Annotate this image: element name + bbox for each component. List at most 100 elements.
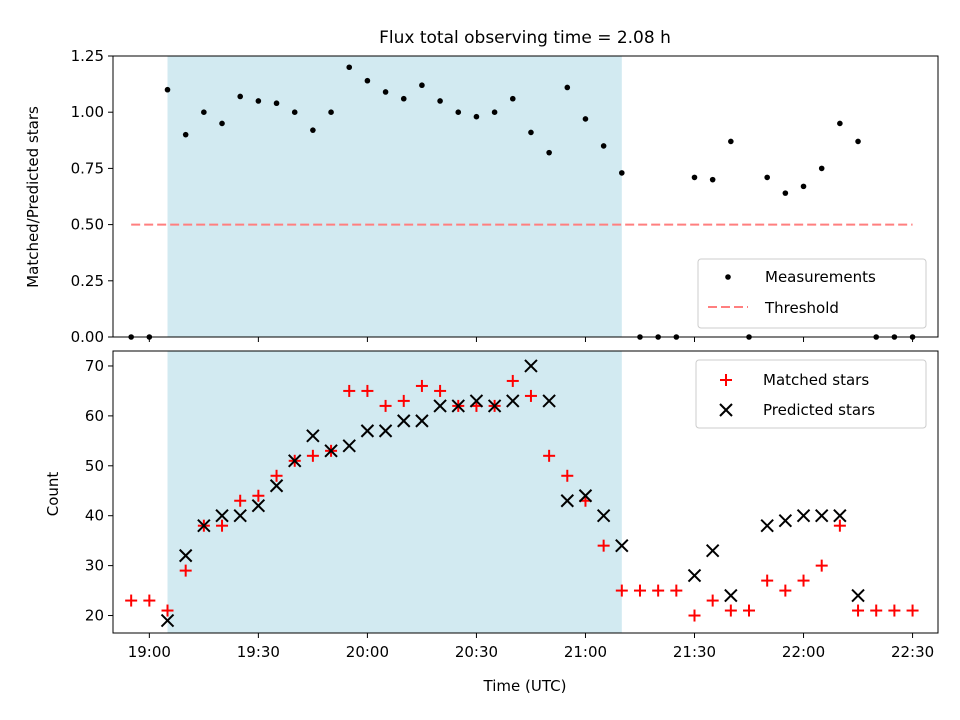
matched-star-point <box>615 584 628 597</box>
x-tick-label: 19:00 <box>128 643 171 661</box>
bottom-observing-span <box>167 351 622 633</box>
predicted-star-point <box>433 399 447 413</box>
predicted-star-point <box>524 359 538 373</box>
matched-star-point <box>597 539 610 552</box>
matched-star-point <box>415 379 428 392</box>
measurement-point <box>201 109 207 115</box>
predicted-star-point <box>197 518 211 533</box>
x-tick-label: 22:00 <box>782 643 825 661</box>
predicted-star-point <box>778 513 793 528</box>
matched-star-point <box>779 584 792 597</box>
top-legend: Measurements Threshold <box>697 258 927 329</box>
matched-star-point <box>125 594 138 607</box>
measurement-point <box>709 176 716 183</box>
measurement-point <box>273 100 280 107</box>
measurement-point <box>400 95 407 102</box>
x-tick-label: 20:30 <box>455 643 498 661</box>
matched-star-point <box>688 609 701 622</box>
measurement-point <box>382 89 389 95</box>
matched-star-point <box>561 469 574 482</box>
bottom-y-tick-label: 60 <box>85 407 104 425</box>
matched-star-point <box>506 374 519 387</box>
measurement-point <box>310 127 316 133</box>
x-tick-label: 22:30 <box>891 643 934 661</box>
bottom-y-axis-label: Count <box>44 472 62 517</box>
measurement-point <box>364 77 371 84</box>
measurement-point <box>219 120 225 127</box>
predicted-star-point <box>306 429 320 443</box>
top-y-tick-label: 0.00 <box>71 328 104 346</box>
predicted-star-point <box>233 509 247 523</box>
measurement-point <box>437 98 443 104</box>
measurement-point <box>600 143 607 149</box>
predicted-star-point <box>378 424 393 438</box>
predicted-star-point <box>342 439 356 453</box>
matched-star-point <box>143 594 156 607</box>
matched-star-point <box>797 574 810 587</box>
predicted-star-point <box>469 394 484 408</box>
bottom-legend-box <box>695 359 927 429</box>
x-tick-label: 21:00 <box>564 643 607 661</box>
matched-star-point <box>216 519 229 532</box>
matched-star-point <box>252 489 265 502</box>
top-y-tick-label: 0.25 <box>71 272 104 290</box>
measurement-point <box>837 120 843 127</box>
measurement-point <box>255 98 262 104</box>
matched-star-point <box>870 604 883 617</box>
matched-star-point <box>543 449 556 462</box>
measurement-point <box>328 109 334 115</box>
measurement-point <box>855 138 861 145</box>
measurement-point <box>800 183 807 190</box>
matched-star-point <box>379 399 392 412</box>
predicted-stars-legend-label: Predicted stars <box>763 401 875 419</box>
predicted-star-point <box>506 394 520 408</box>
measurement-point <box>528 129 534 136</box>
top-y-tick-label: 1.25 <box>71 47 104 65</box>
predicted-star-point <box>487 399 502 413</box>
predicted-star-point <box>760 518 774 533</box>
matched-star-point <box>270 469 283 482</box>
predicted-star-point <box>397 414 411 428</box>
predicted-star-point <box>833 509 847 523</box>
top-axes-frame <box>112 55 939 338</box>
predicted-star-point <box>215 509 229 523</box>
measurement-point <box>782 190 789 196</box>
matched-star-point <box>852 604 865 617</box>
matched-star-point <box>179 564 192 577</box>
matched-star-point <box>434 384 447 397</box>
bottom-y-ticks: 20 30 40 50 60 70 <box>85 357 113 625</box>
measurement-point <box>473 113 480 120</box>
threshold-legend-label: Threshold <box>764 299 839 317</box>
predicted-star-point <box>578 489 593 503</box>
top-y-axis-label: Matched/Predicted stars <box>24 106 42 288</box>
predicted-star-point <box>851 588 865 603</box>
matched-stars-points <box>125 374 919 622</box>
top-observing-span <box>167 56 622 337</box>
measurement-point <box>346 64 353 71</box>
matched-stars-legend-label: Matched stars <box>763 371 869 389</box>
matched-star-point <box>906 604 919 617</box>
measurements-legend-marker <box>725 274 731 280</box>
predicted-star-point <box>178 548 193 563</box>
chart-title: Flux total observing time = 2.08 h <box>379 28 671 48</box>
predicted-star-point <box>705 543 720 558</box>
bottom-legend: Matched stars Predicted stars <box>695 359 927 429</box>
bottom-x-ticks: 19:00 19:30 20:00 20:30 21:00 21:30 22:00 22:30 <box>128 633 934 661</box>
predicted-star-point <box>596 509 611 523</box>
measurement-point <box>582 116 589 122</box>
measurement-point <box>491 109 498 115</box>
predicted-star-point <box>251 499 266 513</box>
measurement-point <box>764 174 770 181</box>
measurement-point <box>546 149 552 156</box>
matched-star-point <box>652 584 665 597</box>
top-panel: 0.00 0.25 0.50 0.75 1.00 1.25 Matched/Predict… <box>24 47 939 346</box>
measurement-point <box>691 174 698 181</box>
measurement-point <box>818 165 825 172</box>
measurement-point <box>182 131 189 138</box>
matched-star-point <box>724 604 737 617</box>
measurement-point <box>728 138 734 145</box>
matched-star-point <box>161 604 174 617</box>
matched-star-point <box>761 574 774 587</box>
measurement-points <box>128 64 916 340</box>
